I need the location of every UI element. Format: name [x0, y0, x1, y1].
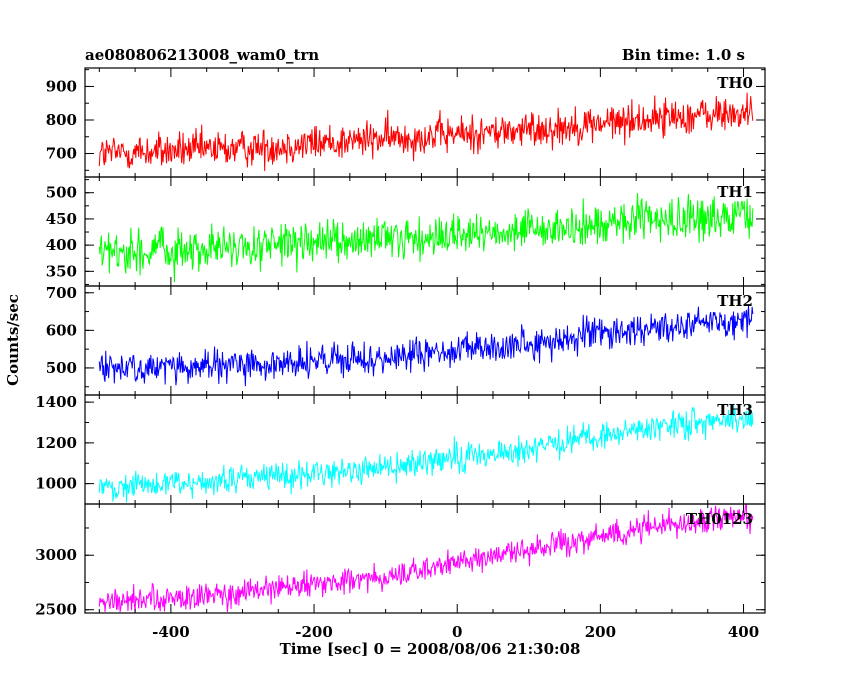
panel-label-th2: TH2	[717, 292, 753, 310]
x-tick-label: 400	[728, 623, 759, 641]
series-line-th2	[98, 305, 754, 387]
x-tick-label: 200	[585, 623, 616, 641]
x-tick-label: 0	[452, 623, 462, 641]
y-tick-label: 1400	[35, 393, 77, 411]
y-tick-label: 3000	[35, 546, 77, 564]
y-tick-label: 400	[46, 236, 77, 254]
series-line-th0123	[98, 504, 754, 613]
panel-frame-th2	[84, 285, 766, 396]
y-tick-label: 800	[46, 111, 77, 129]
y-axis-label: Counts/sec	[4, 294, 22, 386]
panel-label-th0: TH0	[717, 74, 753, 92]
x-axis-label: Time [sec] 0 = 2008/08/06 21:30:08	[280, 640, 581, 658]
panels-group: 700 800 900 TH0 350 400 450 500 TH1 500 600 700 TH2 1…	[35, 67, 766, 641]
y-tick-label: 2500	[35, 601, 77, 619]
x-tick-label: -400	[152, 623, 190, 641]
series-line-th1	[98, 193, 754, 283]
y-tick-label: 1200	[35, 434, 77, 452]
chart-title: ae080806213008_wam0_trn	[85, 46, 319, 64]
y-tick-label: 350	[46, 262, 77, 280]
y-tick-label: 600	[46, 321, 77, 339]
y-tick-label: 450	[46, 210, 77, 228]
panel-frame-th0	[84, 67, 766, 178]
x-tick-label: -200	[295, 623, 333, 641]
y-tick-label: 700	[46, 145, 77, 163]
y-tick-label: 900	[46, 77, 77, 95]
series-line-th0	[98, 92, 754, 171]
series-line-th3	[98, 403, 754, 503]
panel-frame-th1	[84, 176, 766, 287]
y-tick-label: 500	[46, 359, 77, 377]
y-tick-label: 700	[46, 284, 77, 302]
panel-label-th1: TH1	[717, 183, 753, 201]
panel-frame-th3	[84, 394, 766, 505]
panel-frame-th0123	[84, 503, 766, 614]
bin-time-label: Bin time: 1.0 s	[622, 46, 745, 64]
y-tick-label: 500	[46, 184, 77, 202]
y-tick-label: 1000	[35, 475, 77, 493]
panel-label-th0123: TH0123	[686, 510, 753, 528]
panel-label-th3: TH3	[717, 401, 753, 419]
